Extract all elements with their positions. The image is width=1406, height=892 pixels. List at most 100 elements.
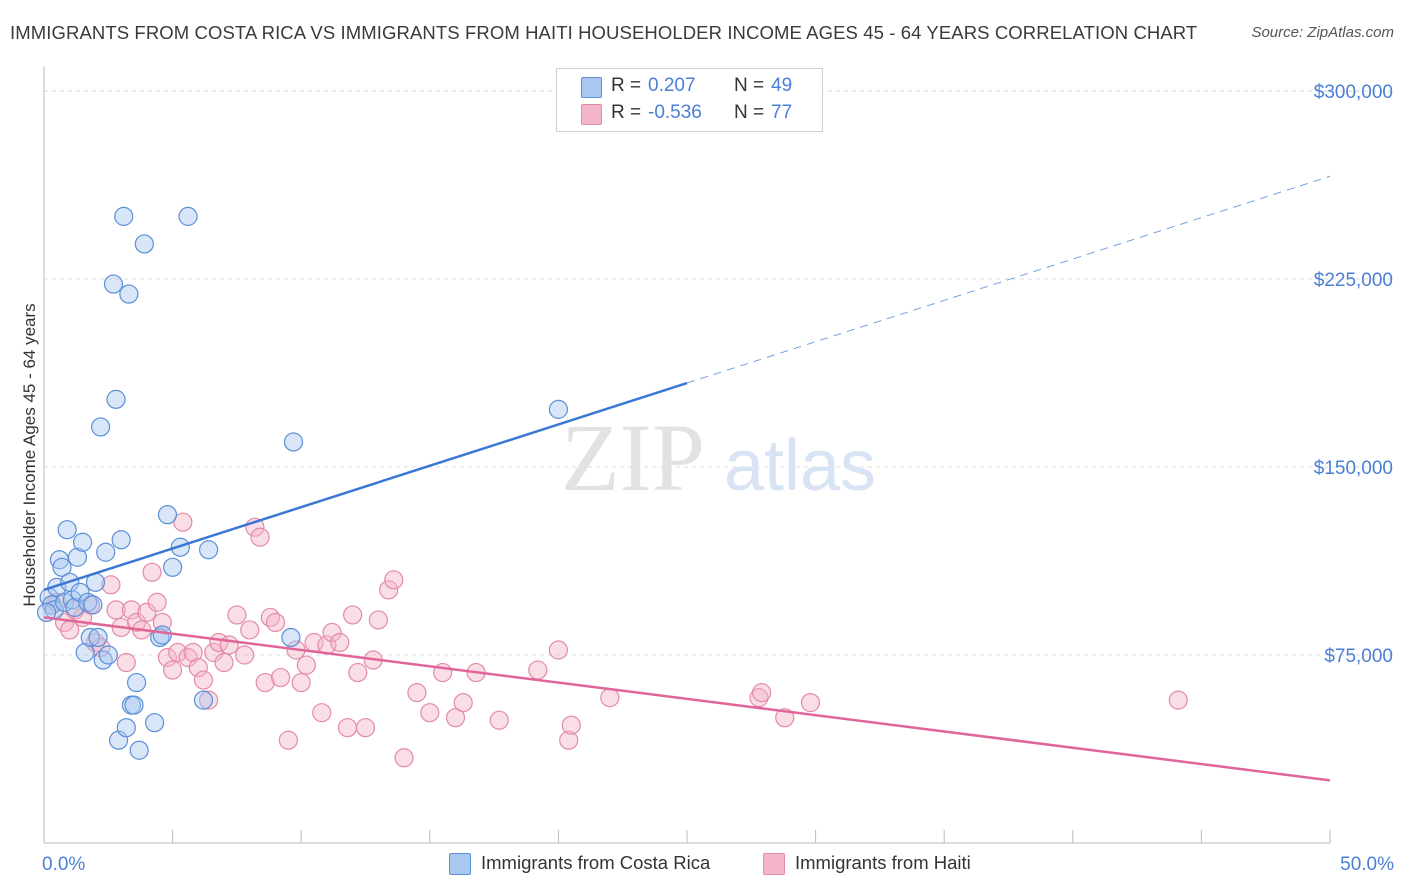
- data-point-haiti: [101, 575, 121, 595]
- legend-r-value: 0.207: [648, 75, 696, 96]
- data-point-haiti: [420, 703, 440, 723]
- trend-line-costa-rica-extension: [686, 175, 1331, 384]
- data-point-haiti: [219, 635, 239, 655]
- x-tick-label: 50.0%: [1340, 854, 1394, 875]
- data-point-costa-rica: [80, 627, 100, 648]
- data-point-haiti: [322, 622, 342, 643]
- data-point-haiti: [445, 708, 466, 728]
- data-point-costa-rica: [281, 627, 301, 648]
- data-point-haiti: [116, 652, 136, 673]
- data-point-costa-rica: [52, 557, 72, 577]
- data-point-haiti: [147, 592, 167, 612]
- data-point-costa-rica: [134, 234, 154, 254]
- data-point-haiti: [106, 600, 126, 620]
- chart-source: Source: ZipAtlas.com: [1251, 24, 1394, 41]
- data-point-costa-rica: [114, 206, 134, 226]
- y-tick-label: $225,000: [1314, 270, 1393, 291]
- chart-title: IMMIGRANTS FROM COSTA RICA VS IMMIGRANTS…: [10, 22, 1198, 43]
- data-point-haiti: [343, 605, 363, 625]
- data-point-haiti: [528, 660, 548, 680]
- data-point-haiti: [384, 570, 404, 590]
- data-point-costa-rica: [83, 595, 103, 615]
- data-point-haiti: [751, 683, 772, 703]
- y-tick-label: $300,000: [1314, 82, 1393, 103]
- data-point-haiti: [394, 748, 414, 768]
- data-point-haiti: [600, 688, 620, 708]
- legend-n-label: N =: [734, 75, 765, 96]
- data-point-haiti: [489, 710, 509, 730]
- data-point-haiti: [240, 620, 260, 640]
- data-point-haiti: [183, 642, 203, 663]
- data-point-haiti: [453, 693, 473, 713]
- data-point-haiti: [204, 642, 224, 663]
- data-point-costa-rica: [57, 520, 77, 540]
- data-point-costa-rica: [548, 399, 569, 419]
- data-point-costa-rica: [178, 206, 198, 226]
- legend-swatch-costa-rica: [581, 77, 602, 98]
- watermark-atlas: atlas: [724, 426, 876, 506]
- data-point-costa-rica: [124, 695, 144, 715]
- data-point-haiti: [188, 657, 208, 678]
- trend-line-haiti: [43, 616, 1331, 782]
- watermark: ZIP atlas: [561, 404, 876, 511]
- legend-r-label: R =: [611, 102, 642, 123]
- data-point-haiti: [800, 693, 821, 713]
- data-point-haiti: [548, 640, 569, 660]
- bottom-legend-label-haiti: Immigrants from Haiti: [795, 852, 971, 873]
- data-point-costa-rica: [36, 602, 57, 623]
- data-point-haiti: [1168, 690, 1188, 710]
- data-point-costa-rica: [163, 557, 183, 577]
- data-point-haiti: [775, 708, 795, 728]
- data-point-haiti: [271, 667, 291, 688]
- trend-lines: [43, 175, 1331, 782]
- data-point-costa-rica: [116, 718, 136, 738]
- data-point-haiti: [193, 670, 214, 690]
- data-point-haiti: [348, 662, 368, 683]
- y-axis-label: Householder Income Ages 45 - 64 years: [20, 303, 39, 607]
- data-point-costa-rica: [90, 417, 111, 437]
- legend-r-value: -0.536: [648, 102, 702, 123]
- data-point-haiti: [250, 527, 270, 547]
- trend-line-costa-rica: [43, 381, 688, 592]
- data-point-haiti: [368, 610, 388, 630]
- data-point-haiti: [157, 647, 178, 668]
- data-point-haiti: [355, 718, 376, 738]
- watermark-zip: ZIP: [561, 404, 705, 511]
- data-point-costa-rica: [62, 590, 82, 610]
- data-point-costa-rica: [78, 592, 98, 612]
- legend-n-label: N =: [734, 102, 765, 123]
- data-point-haiti: [214, 652, 234, 673]
- axes: [43, 66, 1331, 844]
- y-tick-label: $75,000: [1324, 646, 1393, 667]
- data-point-haiti: [379, 580, 399, 600]
- data-point-haiti: [407, 683, 427, 703]
- data-point-costa-rica: [54, 592, 75, 612]
- data-point-costa-rica: [67, 547, 88, 567]
- data-point-haiti: [255, 672, 275, 693]
- data-point-haiti: [199, 690, 219, 710]
- data-point-haiti: [312, 703, 332, 723]
- legend-swatch-haiti: [581, 104, 602, 125]
- tick-labels: $75,000 $150,000 $225,000 $300,000 0.0% 50.0%: [42, 82, 1394, 875]
- correlation-legend: R = 0.207 N = 49 R = -0.536 N = 77: [556, 68, 823, 132]
- data-point-haiti: [121, 600, 142, 620]
- data-point-costa-rica: [98, 645, 118, 665]
- data-point-haiti: [330, 632, 350, 653]
- data-point-costa-rica: [70, 582, 90, 602]
- data-point-haiti: [137, 602, 157, 623]
- data-point-costa-rica: [144, 713, 165, 733]
- data-point-costa-rica: [111, 530, 131, 550]
- legend-n-value: 77: [771, 102, 793, 123]
- data-point-costa-rica: [126, 672, 147, 693]
- bottom-legend-label-costa-rica: Immigrants from Costa Rica: [481, 852, 711, 873]
- bottom-legend-swatch-costa-rica: [449, 853, 471, 875]
- data-point-costa-rica: [119, 284, 139, 304]
- data-point-costa-rica: [72, 532, 93, 552]
- data-point-costa-rica: [75, 642, 95, 663]
- data-point-costa-rica: [106, 389, 126, 409]
- data-point-haiti: [163, 660, 183, 680]
- data-point-haiti: [559, 730, 579, 750]
- data-point-costa-rica: [199, 540, 219, 560]
- data-point-haiti: [749, 688, 769, 708]
